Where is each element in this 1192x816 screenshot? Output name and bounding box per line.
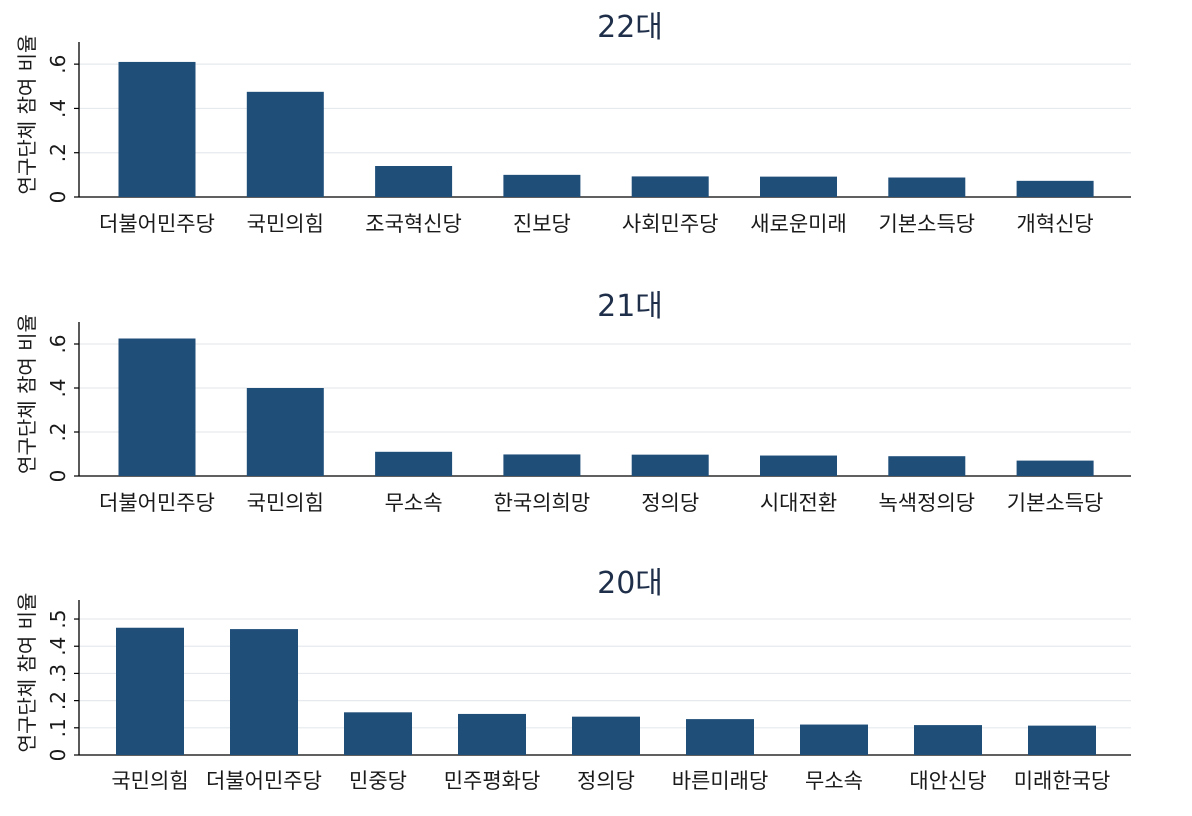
- bar: [344, 712, 412, 755]
- bar: [458, 713, 526, 755]
- x-tick-label: 국민의힘: [247, 491, 324, 515]
- bar: [800, 724, 868, 755]
- x-tick-label: 국민의힘: [111, 769, 188, 793]
- x-tick-label: 바른미래당: [672, 769, 769, 793]
- x-tick-label: 무소속: [385, 491, 443, 515]
- x-tick-label: 더불어민주당: [99, 212, 215, 236]
- x-tick-label: 녹색정의당: [878, 491, 975, 515]
- bar: [375, 451, 453, 476]
- x-tick-label: 정의당: [577, 769, 635, 793]
- bar: [246, 91, 324, 197]
- bar: [118, 61, 196, 197]
- bar: [1016, 180, 1094, 197]
- bar: [503, 174, 581, 197]
- y-axis-label: 연구단체 참여 비율: [15, 35, 39, 195]
- x-tick-label: 시대전환: [760, 491, 837, 515]
- bar: [914, 725, 982, 755]
- chart-title: 22대: [597, 10, 663, 45]
- y-tick-label: .2: [46, 691, 70, 710]
- y-tick-label: 0: [46, 749, 70, 762]
- x-tick-label: 기본소득당: [1007, 491, 1104, 515]
- bar: [118, 338, 196, 476]
- bar: [888, 177, 966, 197]
- y-tick-label: .6: [46, 334, 70, 353]
- x-tick-label: 사회민주당: [622, 212, 719, 236]
- y-tick-label: .4: [46, 99, 70, 118]
- bar: [1028, 725, 1096, 755]
- x-tick-label: 국민의힘: [247, 212, 324, 236]
- chart-title: 21대: [597, 289, 663, 324]
- y-axis-label: 연구단체 참여 비율: [15, 593, 39, 753]
- bar: [631, 176, 709, 197]
- bar: [686, 719, 754, 755]
- x-tick-label: 대안신당: [909, 769, 986, 793]
- y-axis-label: 연구단체 참여 비율: [15, 314, 39, 474]
- bar: [116, 627, 184, 755]
- bar: [572, 716, 640, 755]
- y-tick-label: .4: [46, 637, 70, 656]
- x-tick-label: 기본소득당: [878, 212, 975, 236]
- x-tick-label: 더불어민주당: [206, 769, 322, 793]
- y-tick-label: .2: [46, 422, 70, 441]
- bar: [760, 455, 837, 476]
- x-tick-label: 더불어민주당: [99, 491, 215, 515]
- bar: [375, 166, 453, 197]
- bar: [503, 454, 581, 476]
- x-tick-label: 민주평화당: [444, 769, 541, 793]
- x-tick-label: 정의당: [641, 491, 699, 515]
- y-tick-label: .4: [46, 378, 70, 397]
- bar: [230, 629, 298, 755]
- bar: [246, 388, 324, 476]
- y-tick-label: .2: [46, 143, 70, 162]
- y-tick-label: 0: [46, 470, 70, 483]
- y-tick-label: .6: [46, 55, 70, 74]
- y-tick-label: .3: [46, 664, 70, 683]
- bar: [760, 176, 837, 197]
- x-tick-label: 진보당: [513, 212, 571, 236]
- bar: [631, 454, 709, 476]
- x-tick-label: 무소속: [805, 769, 863, 793]
- x-tick-label: 민중당: [349, 769, 407, 793]
- y-tick-label: .1: [46, 718, 70, 737]
- x-tick-label: 한국의희망: [494, 491, 591, 515]
- y-tick-label: 0: [46, 191, 70, 204]
- x-tick-label: 개혁신당: [1016, 212, 1093, 236]
- x-tick-label: 조국혁신당: [365, 212, 462, 236]
- y-tick-label: .5: [46, 609, 70, 628]
- bar: [1016, 460, 1094, 476]
- x-tick-label: 새로운미래: [750, 212, 847, 236]
- bar: [888, 456, 966, 476]
- chart-title: 20대: [597, 566, 663, 601]
- x-tick-label: 미래한국당: [1014, 769, 1111, 793]
